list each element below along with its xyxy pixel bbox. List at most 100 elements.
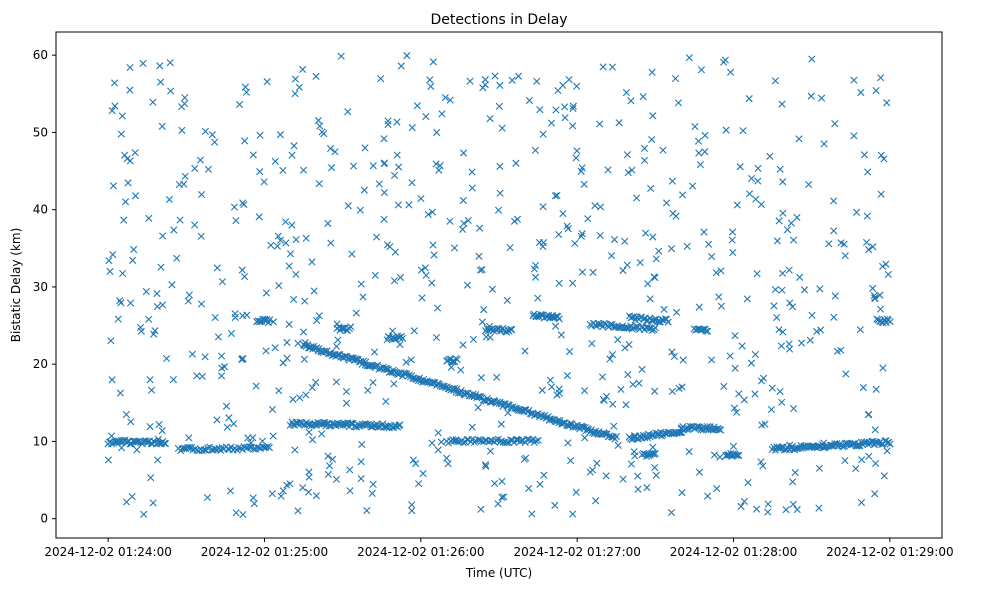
detection-point [114, 315, 122, 323]
detection-point [506, 243, 514, 252]
detection-point [732, 451, 740, 459]
detection-point [651, 273, 659, 282]
detection-point [344, 202, 352, 210]
detection-point [710, 451, 719, 459]
detection-point [441, 93, 449, 102]
detection-point [713, 484, 721, 493]
detection-point [560, 103, 569, 111]
detection-point [285, 320, 293, 328]
detection-point [513, 436, 521, 444]
detection-point [302, 234, 310, 242]
detection-point [567, 457, 575, 465]
detection-point [662, 199, 671, 207]
detection-point [659, 146, 667, 154]
detection-point [783, 226, 792, 234]
detection-point [334, 336, 342, 344]
detection-point [622, 324, 630, 332]
detection-point [553, 191, 561, 200]
detection-point [747, 174, 756, 183]
detection-point [360, 186, 368, 194]
detection-point [421, 264, 429, 272]
detection-point [475, 252, 483, 260]
detection-point [419, 469, 427, 478]
detection-point [716, 453, 724, 461]
detection-point [817, 94, 826, 102]
detection-point [831, 292, 839, 300]
detection-point [817, 326, 825, 334]
detection-point [732, 408, 741, 416]
detection-point [129, 256, 137, 264]
detection-point [651, 387, 659, 395]
detection-point [166, 59, 174, 67]
detection-point [759, 462, 767, 470]
detection-point [255, 213, 263, 221]
detection-point [384, 117, 392, 125]
detection-point [743, 295, 751, 303]
detection-point [305, 468, 313, 476]
detection-point [688, 182, 697, 190]
detection-point [170, 226, 178, 234]
detection-point [318, 430, 326, 438]
detection-point [614, 336, 622, 344]
detection-point [347, 419, 355, 427]
detection-point [481, 461, 490, 469]
detection-point [370, 348, 379, 356]
detection-point [629, 380, 637, 389]
detection-point [358, 440, 366, 448]
detection-point [571, 239, 579, 247]
detection-point [815, 504, 823, 512]
detection-point [106, 267, 114, 276]
detection-point [126, 63, 134, 72]
detection-point [729, 248, 737, 257]
detection-point [436, 162, 444, 170]
detection-point [632, 194, 641, 202]
detection-point [554, 416, 562, 425]
detection-point [292, 270, 300, 279]
detection-point [155, 420, 163, 429]
detection-point [338, 324, 347, 332]
detection-point [453, 355, 461, 364]
detection-point [536, 106, 544, 114]
detection-point [108, 432, 116, 440]
detection-point [191, 164, 199, 172]
detection-point [737, 502, 745, 510]
detection-point [403, 52, 411, 60]
detection-point [493, 373, 501, 381]
detection-point [573, 147, 581, 155]
detection-point [857, 498, 866, 507]
detection-point [882, 260, 890, 268]
detection-point [289, 395, 297, 403]
detection-point [468, 423, 476, 431]
detection-point [476, 266, 485, 274]
detection-point [337, 52, 345, 60]
detection-point [197, 190, 206, 199]
detection-point [777, 342, 786, 350]
detection-point [787, 219, 795, 227]
detection-point [417, 194, 425, 203]
detection-point [238, 266, 246, 274]
detection-point [422, 112, 430, 121]
detection-point [813, 327, 821, 336]
detection-point [469, 335, 478, 344]
detection-point [274, 232, 282, 240]
detection-point [428, 439, 436, 447]
detection-point [118, 112, 126, 120]
detection-point [596, 120, 604, 128]
detection-point [520, 455, 528, 463]
detection-point [672, 212, 680, 220]
detection-point [555, 230, 563, 239]
detection-point [651, 463, 659, 472]
detection-point [315, 312, 323, 320]
detection-point [276, 236, 285, 244]
detection-point [463, 281, 472, 289]
detection-point [815, 464, 824, 472]
detection-point [878, 262, 887, 270]
detection-point [608, 63, 617, 71]
detection-point [612, 432, 620, 441]
detection-point [796, 273, 804, 281]
detection-point [126, 86, 134, 94]
detection-point [447, 363, 456, 371]
detection-point [482, 333, 490, 341]
detection-point [850, 76, 858, 84]
